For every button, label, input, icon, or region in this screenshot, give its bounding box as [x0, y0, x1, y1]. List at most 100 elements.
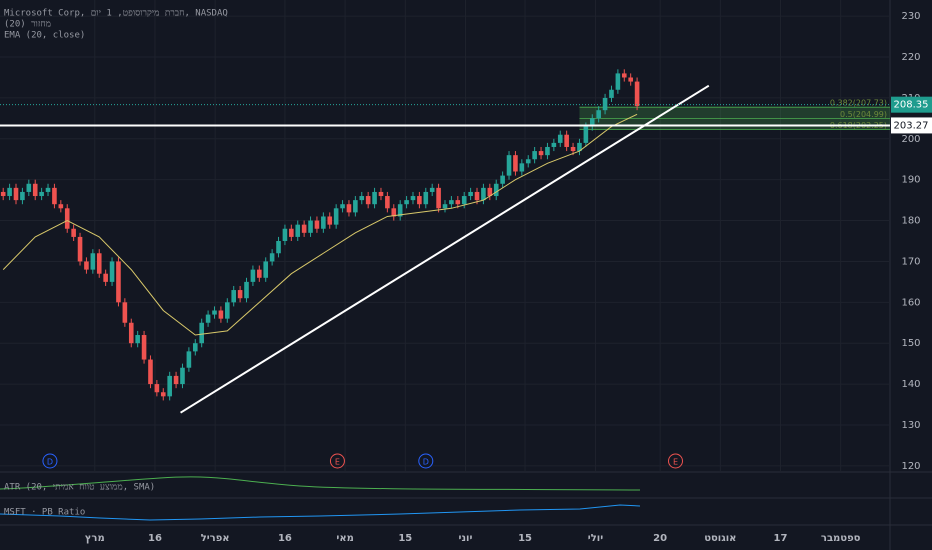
- candle-body: [493, 183, 499, 197]
- candle-body: [141, 335, 147, 360]
- candle-body: [628, 77, 633, 82]
- candle-body: [391, 208, 397, 217]
- candle-body: [64, 208, 70, 229]
- candle-body: [557, 134, 563, 143]
- candle-body: [237, 290, 243, 299]
- candle-body: [513, 155, 518, 172]
- candle-body: [173, 375, 179, 385]
- candle-body: [570, 146, 576, 152]
- trend-line: [180, 84, 710, 414]
- candle-body: [116, 261, 121, 303]
- candle-body: [481, 187, 486, 201]
- x-tick-label: 15: [398, 533, 412, 544]
- event-label: E: [335, 458, 340, 467]
- x-tick-label: מרץ: [85, 533, 105, 544]
- event-marker: [418, 453, 434, 469]
- candle-body: [58, 204, 64, 209]
- legend-line: Microsoft Corp, חברת מיקרוסופט, 1 יום, N…: [4, 9, 228, 19]
- candle-body: [602, 97, 608, 111]
- candle-body: [436, 187, 441, 209]
- price-tag: [891, 96, 932, 113]
- x-tick-label: 20: [653, 533, 667, 544]
- candle-body: [96, 253, 102, 274]
- event-marker: [42, 453, 58, 469]
- candle-body: [103, 273, 108, 282]
- candle-body: [583, 126, 589, 143]
- candle-body: [429, 187, 435, 192]
- candle-body: [225, 302, 230, 319]
- pb-line: [0, 504, 641, 521]
- candle-body: [180, 367, 185, 385]
- candle-body: [186, 351, 192, 368]
- candle-body: [314, 220, 320, 229]
- candle-body: [231, 290, 237, 303]
- candle-body: [365, 196, 371, 205]
- candle-body: [71, 228, 76, 237]
- candle-body: [135, 335, 140, 344]
- candle-body: [353, 200, 358, 213]
- candle-body: [52, 187, 57, 205]
- candle-body: [589, 118, 595, 127]
- x-tick-label: אפריל: [201, 533, 230, 544]
- candle-body: [308, 220, 313, 233]
- candle-body: [205, 314, 211, 323]
- x-tick-label: יוני: [459, 533, 473, 544]
- x-tick-label: אוגוסט: [704, 533, 736, 544]
- candle-body: [327, 216, 333, 225]
- candle-body: [77, 236, 83, 262]
- candle-body: [269, 253, 275, 262]
- candle-body: [609, 89, 614, 98]
- candle-body: [199, 322, 204, 344]
- candle-body: [372, 191, 377, 205]
- candle-body: [346, 204, 352, 213]
- candle-body: [596, 110, 601, 119]
- candle-body: [13, 187, 19, 201]
- candle-body: [218, 310, 224, 319]
- candle-body: [525, 159, 531, 164]
- candle-body: [148, 359, 153, 385]
- candle-body: [532, 151, 537, 160]
- x-tick-label: 16: [278, 533, 292, 544]
- y-tick-label: 150: [901, 338, 920, 349]
- candle-body: [295, 224, 301, 237]
- candle-body: [90, 253, 96, 270]
- candle-body: [538, 151, 544, 156]
- candle-body: [289, 228, 294, 237]
- pb-label: MSFT · PB Ratio: [4, 508, 85, 518]
- candle-body: [26, 183, 32, 192]
- candle-body: [301, 224, 307, 233]
- x-tick-label: 15: [518, 533, 532, 544]
- legend-line: EMA (20, close): [4, 31, 85, 41]
- x-tick-label: יולי: [588, 533, 603, 544]
- candle-body: [474, 191, 480, 201]
- candle-body: [545, 146, 550, 156]
- candle-body: [160, 392, 166, 397]
- candle-body: [468, 191, 473, 197]
- y-tick-label: 140: [901, 379, 920, 390]
- candle-body: [263, 261, 269, 278]
- event-label: D: [47, 458, 53, 467]
- candle-body: [250, 269, 256, 282]
- atr-line: [0, 476, 641, 491]
- x-tick-label: מאי: [336, 533, 353, 544]
- y-tick-label: 180: [901, 216, 920, 227]
- candle-body: [417, 196, 422, 205]
- candle-body: [621, 73, 627, 78]
- candle-body: [212, 310, 217, 315]
- atr-label: ATR (20, ממוצע טווח אמיתי, SMA): [4, 483, 155, 493]
- event-marker: [668, 453, 684, 469]
- candle-body: [410, 196, 416, 201]
- candle-body: [276, 241, 281, 254]
- candle-body: [333, 208, 339, 225]
- candle-body: [167, 375, 172, 397]
- candle-body: [442, 204, 448, 209]
- candle-body: [487, 187, 493, 197]
- candle-body: [551, 142, 557, 147]
- candle-body: [39, 191, 44, 197]
- candle-body: [257, 269, 262, 278]
- candle-body: [340, 204, 345, 209]
- candle-body: [244, 281, 249, 299]
- legend-line: מחזור (20): [4, 20, 51, 30]
- candle-body: [109, 261, 115, 282]
